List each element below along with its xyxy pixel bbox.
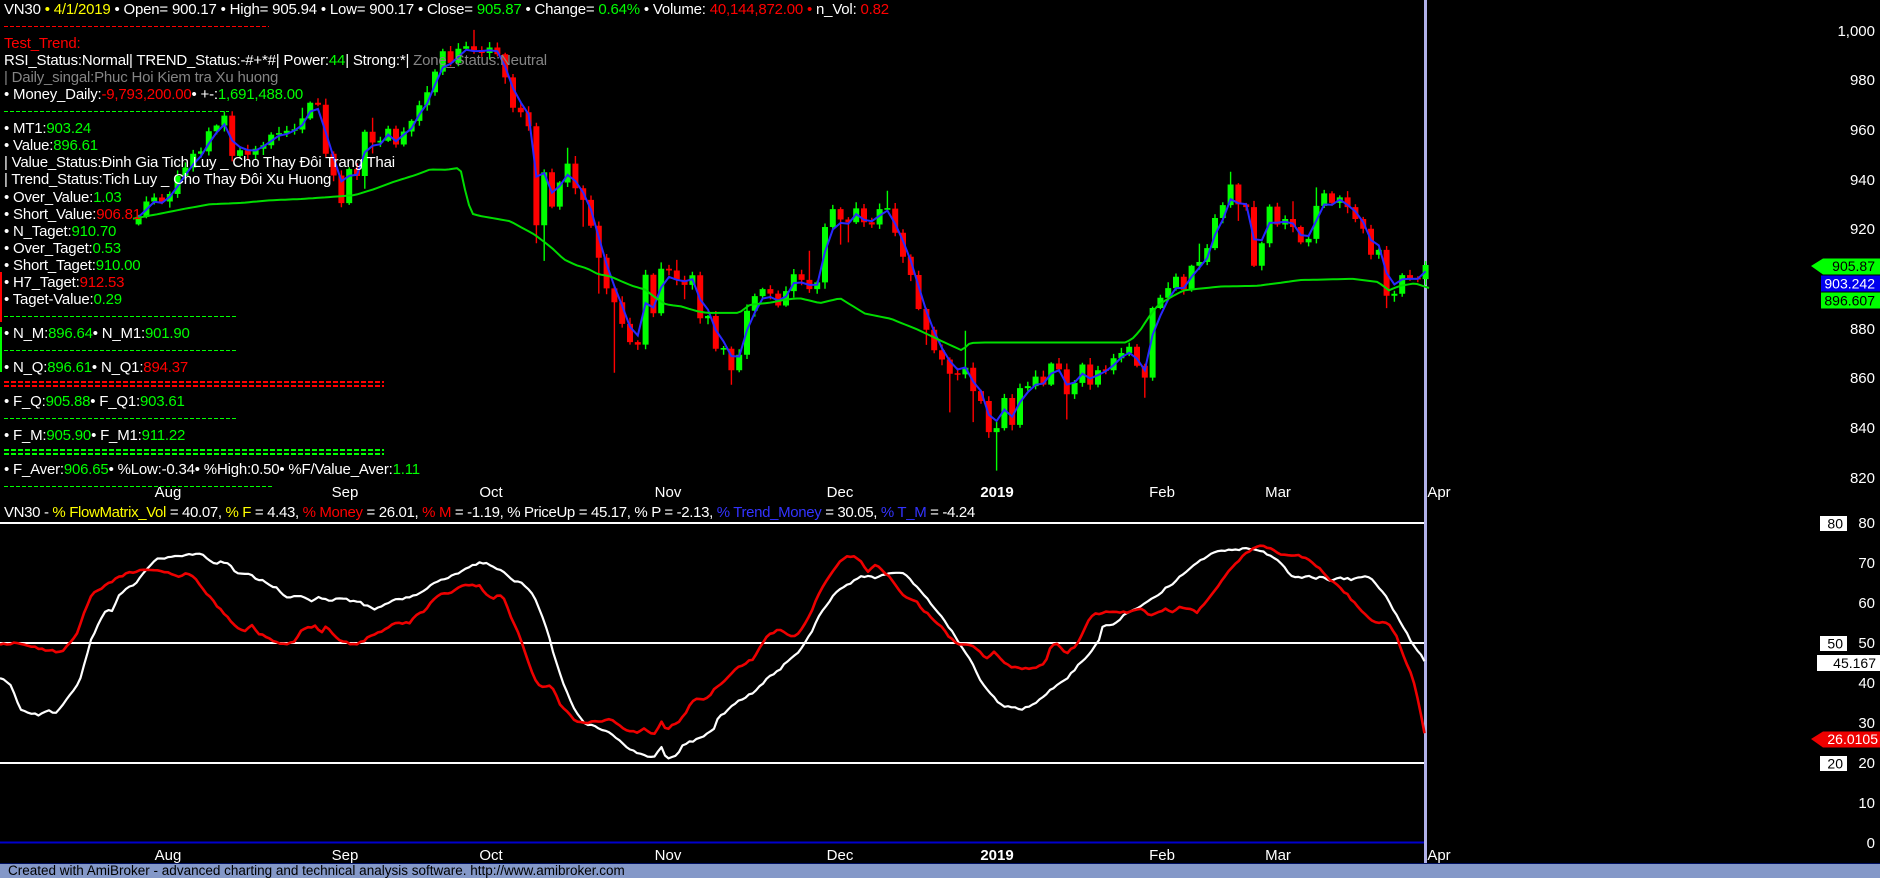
svg-text:896.607: 896.607 [1824, 293, 1875, 309]
svg-text:26.0105: 26.0105 [1827, 731, 1878, 747]
svg-text:903.242: 903.242 [1824, 276, 1875, 292]
svg-text:80: 80 [1827, 516, 1843, 532]
svg-text:45.167: 45.167 [1833, 655, 1876, 671]
svg-text:905.87: 905.87 [1832, 258, 1875, 274]
svg-text:50: 50 [1827, 636, 1843, 652]
svg-text:20: 20 [1827, 756, 1843, 772]
